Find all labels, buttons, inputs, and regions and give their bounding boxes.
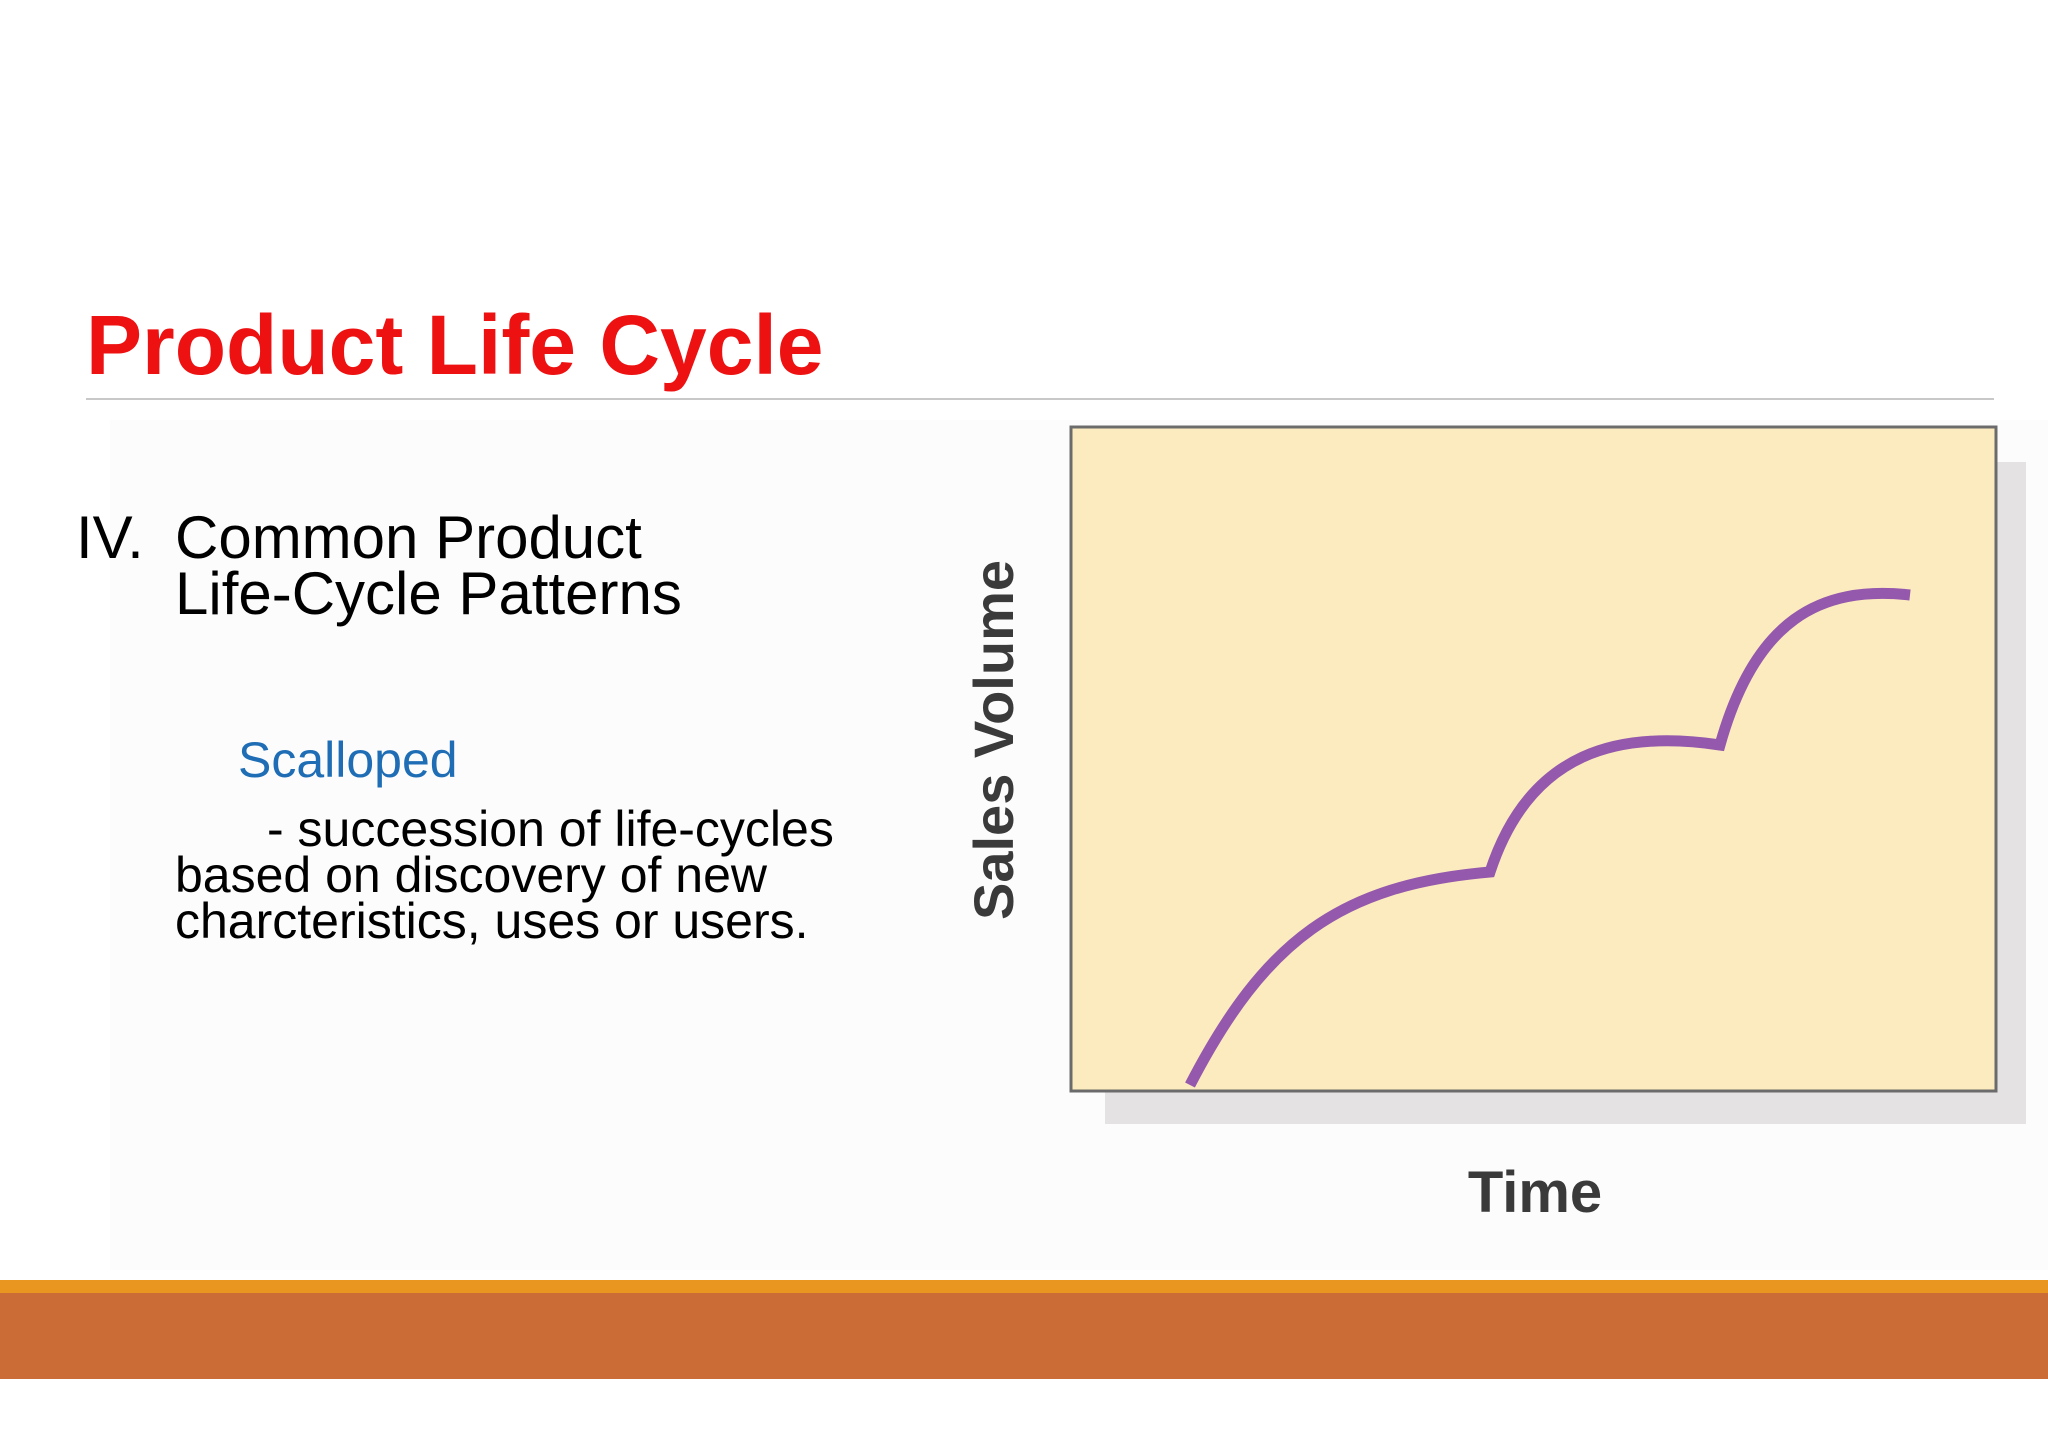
description-line-1: - succession of life-cycles	[267, 801, 834, 857]
description-line-3: charcteristics, uses or users.	[175, 893, 809, 949]
title-divider	[86, 398, 1994, 400]
footer-band	[0, 1293, 2048, 1379]
outline-line-1: Common Product	[175, 504, 642, 571]
pattern-description: - succession of life-cycles based on dis…	[175, 801, 834, 949]
description-line-2: based on discovery of new	[175, 847, 768, 903]
pattern-name: Scalloped	[238, 732, 458, 788]
slide-title: Product Life Cycle	[86, 298, 824, 392]
footer-accent-stripe	[0, 1280, 2048, 1293]
outline-number: IV.	[76, 504, 144, 571]
outline-line-2: Life-Cycle Patterns	[175, 560, 682, 627]
